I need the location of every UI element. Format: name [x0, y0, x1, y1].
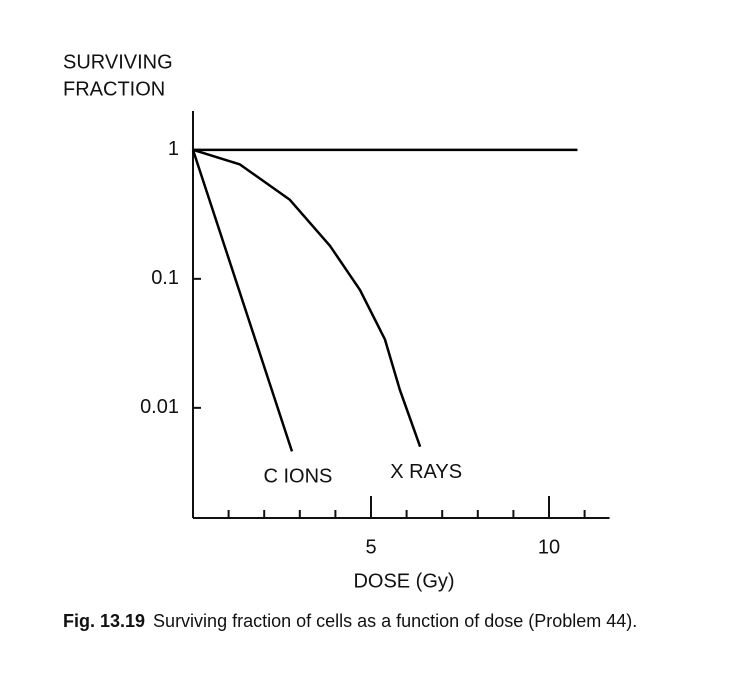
- y-axis-title: FRACTION: [63, 78, 165, 100]
- y-tick-label: 1: [168, 138, 179, 160]
- caption-label: Fig. 13.19: [63, 611, 145, 631]
- y-tick-label: 0.1: [151, 267, 179, 289]
- series-label: C IONS: [264, 466, 333, 488]
- caption-text: Surviving fraction of cells as a functio…: [153, 611, 637, 631]
- caption: Fig. 13.19 Surviving fraction of cells as…: [63, 611, 637, 631]
- x-tick-label: 5: [365, 536, 376, 558]
- data-line: [191, 149, 294, 452]
- x-axis-title: DOSE (Gy): [353, 570, 454, 592]
- y-tick-label: 0.01: [140, 396, 179, 418]
- series-label: X RAYS: [390, 461, 462, 483]
- y-axis-title: SURVIVING: [63, 51, 173, 73]
- x-tick-label: 10: [538, 536, 560, 558]
- data-line: [192, 148, 422, 448]
